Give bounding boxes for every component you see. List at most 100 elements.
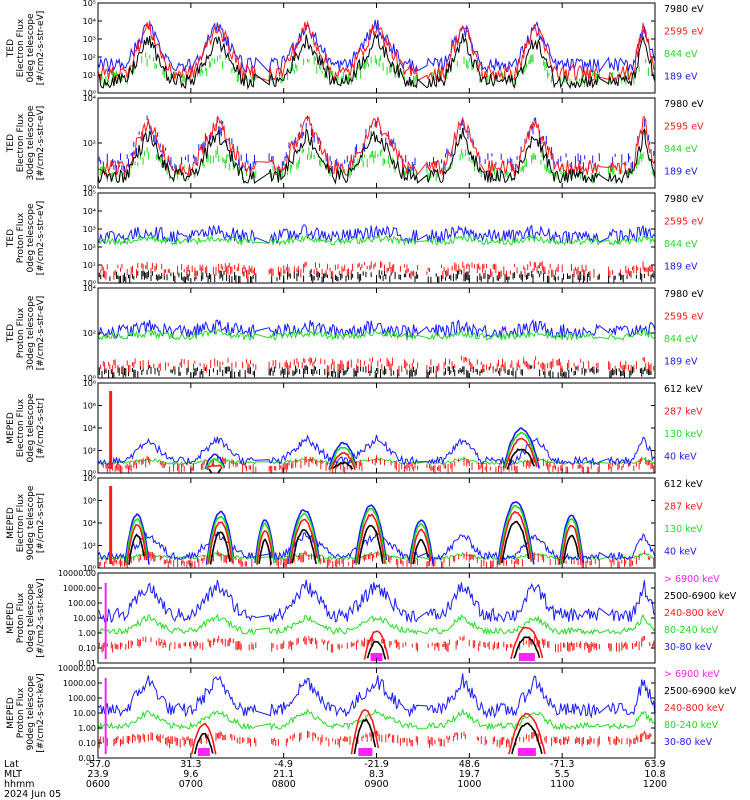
panel-2: TED Electron Flux 30deg telescope [#/cm2-s-… (6, 94, 704, 193)
hump-130kev (125, 517, 148, 565)
legend-240800keV: 240-800 keV (664, 608, 725, 619)
panel-3-series (98, 224, 655, 283)
series-189ev (98, 19, 655, 74)
hump-287kev (504, 437, 538, 469)
hump-287kev (356, 513, 385, 564)
xtick-hhmm: 1000 (457, 779, 481, 790)
hump-2500-6900kev (366, 640, 387, 660)
legend-40keV: 40 keV (664, 452, 697, 463)
bar-gt6900kev (358, 748, 373, 756)
ytick-label: 10⁸ (83, 474, 96, 483)
ytick-label: 100.00 (68, 694, 96, 703)
legend-2595eV: 2595 eV (664, 312, 704, 323)
spike-gt6900kev (104, 583, 107, 659)
hump-130kev (255, 522, 275, 564)
xaxis-row-label: MLT (4, 769, 22, 780)
panel-8-ylabel-line: 90deg telescope (26, 675, 36, 750)
legend-240800keV: 240-800 keV (664, 703, 725, 714)
panel-5-ylabel-line: 0deg telescope (26, 393, 36, 463)
spike-287kev (109, 391, 113, 469)
bar-gt6900kev (518, 653, 535, 661)
legend-189eV: 189 eV (664, 357, 698, 368)
panel-3-ylabel-line: TED (6, 229, 16, 248)
ytick-label: 10⁴ (83, 284, 96, 293)
ytick-label: 10000.00 (58, 569, 96, 578)
series-2595ev (98, 20, 655, 83)
legend-130keV: 130 keV (664, 524, 703, 535)
panel-4-ylabel-line: 30deg telescope (26, 295, 36, 370)
ytick-label: 1.00 (78, 724, 96, 733)
hump-612kev (209, 531, 231, 565)
spike-287kev (109, 486, 113, 564)
hump-130kev (206, 515, 234, 565)
xtick-mlt: 23.9 (87, 769, 108, 780)
legend-25006900keV: 2500-6900 keV (664, 591, 737, 602)
bar-gt6900kev (517, 748, 536, 756)
ytick-label: 10³ (83, 35, 96, 44)
series-844ev (98, 233, 655, 247)
panel-1-ylabel-line: [#/cm2-s-str-eV] (36, 11, 46, 86)
panel-4-ylabel-line: TED (6, 324, 16, 343)
ytick-label: 10⁰ (83, 184, 96, 193)
panel-5-series (98, 391, 655, 473)
bar-gt6900kev (370, 653, 383, 661)
panel-3-ylabel-line: 0deg telescope (26, 203, 36, 273)
legend-7980eV: 7980 eV (664, 289, 704, 300)
xaxis-row-label: hhmm (4, 779, 35, 790)
ytick-label: 0.01 (78, 754, 96, 763)
series-40kev (98, 530, 655, 562)
series-240-800kev (98, 730, 652, 749)
xtick-mlt: 9.6 (183, 769, 198, 780)
xtick-lat: 31.3 (180, 759, 201, 770)
ytick-label: 10⁴ (83, 519, 96, 528)
hump-287kev (410, 528, 432, 565)
ytick-label: 10⁵ (83, 0, 96, 8)
series-2595ev (100, 261, 655, 280)
hump-240-800kev (191, 722, 217, 755)
hump-2500-6900kev (513, 636, 541, 659)
ytick-label: 10⁴ (83, 207, 96, 216)
panel-1-series (98, 19, 655, 90)
ytick-label: 10¹ (83, 261, 96, 270)
hump-287kev (256, 530, 273, 566)
panel-7-series (98, 579, 655, 661)
spike-gt6900kev (104, 678, 107, 754)
panel-2-ylabel-line: 30deg telescope (26, 105, 36, 180)
legend-7980eV: 7980 eV (664, 194, 704, 205)
hump-40kev (502, 427, 541, 469)
xtick-mlt: 5.5 (555, 769, 570, 780)
legend-189eV: 189 eV (664, 262, 698, 273)
panel-7-ylabel-line: [#/cm2-s-str-keV] (36, 578, 46, 657)
panel-8-ylabel-line: MEPED (6, 697, 16, 729)
legend-2595eV: 2595 eV (664, 122, 704, 133)
xtick-lat: -57.0 (86, 759, 111, 770)
legend-7980eV: 7980 eV (664, 4, 704, 15)
ytick-label: 10⁰ (83, 374, 96, 383)
xtick-mlt: 19.7 (459, 769, 480, 780)
ytick-label: 10⁸ (83, 379, 96, 388)
legend-80240keV: 80-240 keV (664, 625, 719, 636)
ytick-label: 10³ (83, 225, 96, 234)
hump-240-800kev (363, 630, 390, 660)
hump-130kev (329, 446, 357, 470)
legend-80240keV: 80-240 keV (664, 720, 719, 731)
hump-130kev (355, 507, 387, 566)
hump-2500-6900kev (194, 733, 214, 755)
panel-6-ylabel-line: [#/cm2-s-str] (36, 493, 46, 553)
hump-612kev (208, 468, 222, 473)
legend-2595eV: 2595 eV (664, 27, 704, 38)
hump-40kev (354, 504, 388, 564)
panel-5-ylabel-line: MEPED (6, 412, 16, 444)
xtick-hhmm: 1200 (643, 779, 667, 790)
series-80-240kev (98, 613, 655, 636)
legend-130keV: 130 keV (664, 429, 703, 440)
panel-7: MEPED Proton Flux 0deg telescope [#/cm2-s-s… (6, 569, 737, 668)
xtick-hhmm: 0800 (272, 779, 296, 790)
hump-130kev (288, 512, 320, 564)
hump-40kev (204, 453, 226, 470)
panel-1-ylabel-line: TED (6, 39, 16, 58)
legend-287keV: 287 keV (664, 502, 703, 513)
legend-844eV: 844 eV (664, 49, 698, 60)
ytick-label: 10⁶ (83, 402, 96, 411)
